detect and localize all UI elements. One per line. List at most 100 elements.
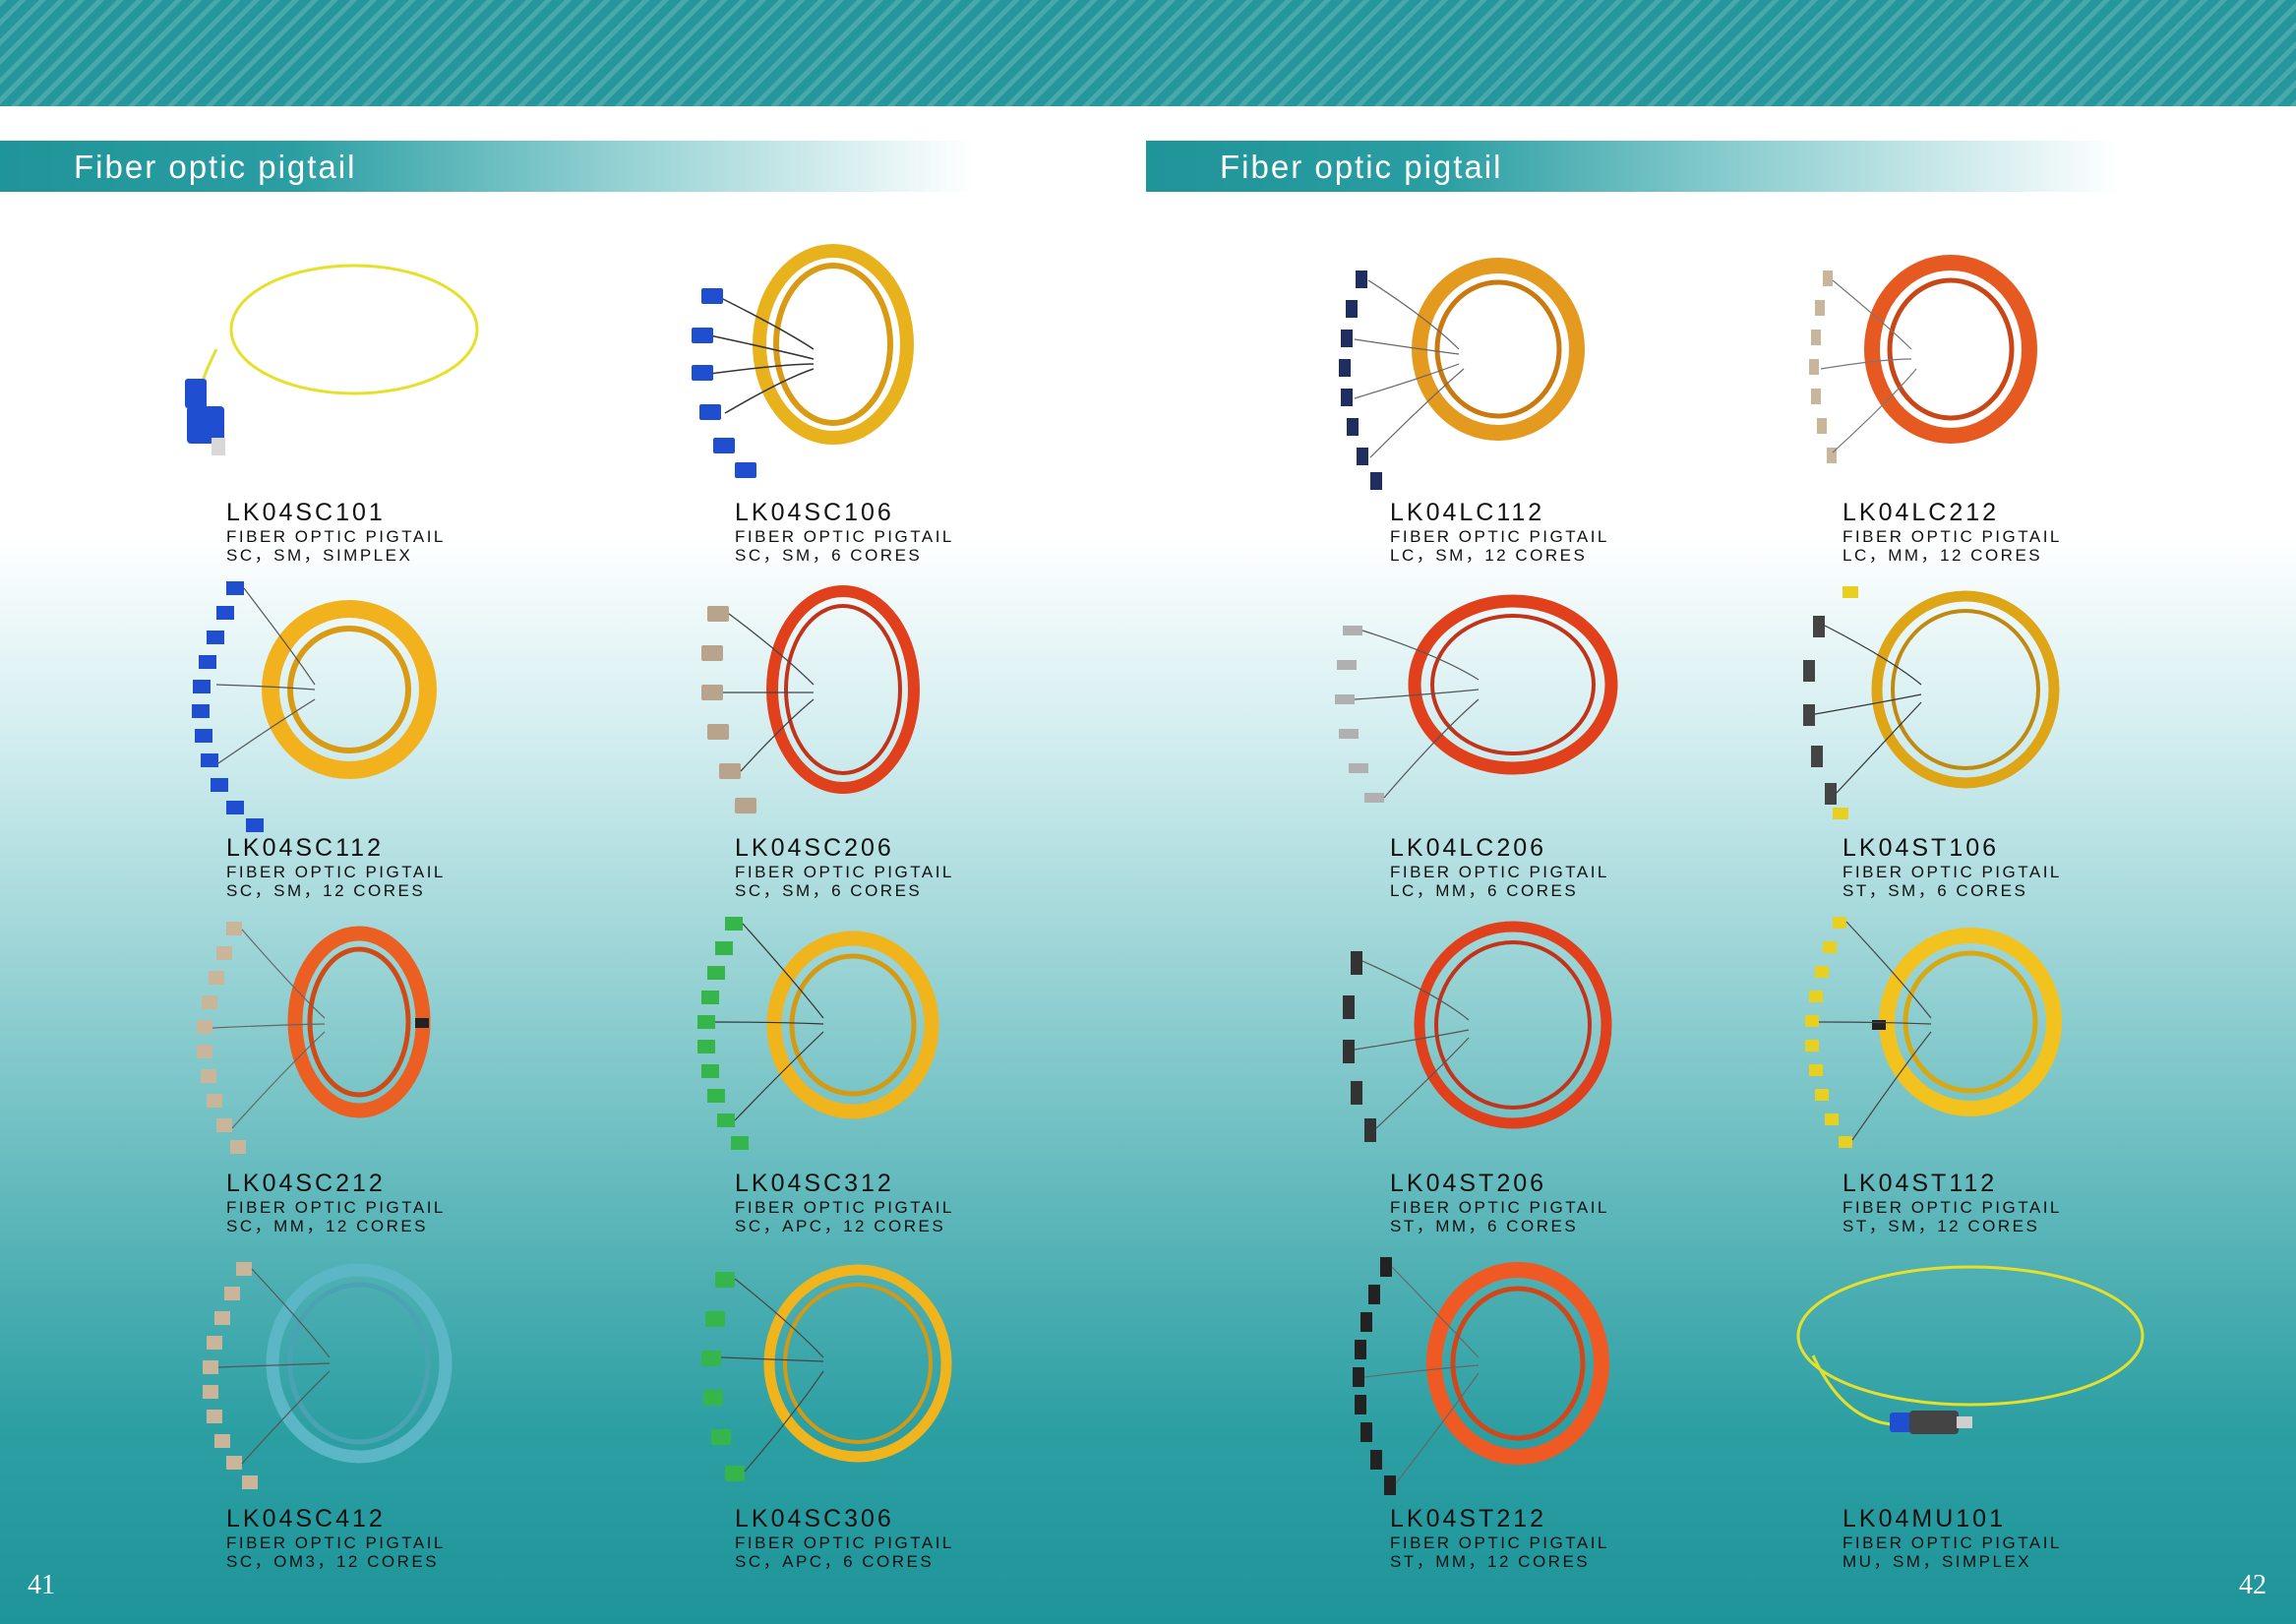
pigtail-mu-simplex-image bbox=[1796, 1265, 2145, 1434]
product-card: LK04SC112 FIBER OPTIC PIGTAIL SC，SM，12 C… bbox=[157, 576, 531, 911]
product-spec: SC，SM，6 CORES bbox=[735, 546, 923, 565]
product-card: LK04ST112 FIBER OPTIC PIGTAIL ST，SM，12 C… bbox=[1774, 912, 2147, 1246]
product-description: FIBER OPTIC PIGTAIL SC，SM，12 CORES bbox=[226, 863, 446, 900]
product-spec: SC，APC，12 CORES bbox=[735, 1217, 946, 1235]
product-description: FIBER OPTIC PIGTAIL SC，MM，12 CORES bbox=[226, 1198, 446, 1235]
top-decorative-band bbox=[0, 0, 2296, 106]
product-type: FIBER OPTIC PIGTAIL bbox=[1390, 863, 1609, 881]
product-spec: LC，SM，12 CORES bbox=[1390, 546, 1588, 565]
product-description: FIBER OPTIC PIGTAIL ST，MM，12 CORES bbox=[1390, 1534, 1609, 1571]
pigtail-12core-lc-image bbox=[1339, 258, 1585, 490]
product-card: LK04SC306 FIBER OPTIC PIGTAIL SC，APC，6 C… bbox=[666, 1247, 1040, 1582]
product-card: LK04LC212 FIBER OPTIC PIGTAIL LC，MM，12 C… bbox=[1774, 241, 2147, 575]
product-code: LK04LC212 bbox=[1843, 499, 2000, 526]
product-type: FIBER OPTIC PIGTAIL bbox=[735, 863, 954, 881]
pigtail-12core-om3-image bbox=[203, 1262, 453, 1489]
product-code: LK04ST112 bbox=[1843, 1170, 1998, 1197]
pigtail-6core-image bbox=[692, 244, 914, 478]
product-spec: ST，MM，12 CORES bbox=[1390, 1552, 1591, 1571]
pigtail-simplex-image bbox=[185, 264, 479, 455]
product-card: LK04ST206 FIBER OPTIC PIGTAIL ST，MM，6 CO… bbox=[1321, 912, 1695, 1246]
pigtail-6core-apc-image bbox=[701, 1264, 952, 1481]
product-type: FIBER OPTIC PIGTAIL bbox=[1390, 527, 1609, 546]
section-header-left: Fiber optic pigtail bbox=[0, 141, 974, 192]
product-type: FIBER OPTIC PIGTAIL bbox=[735, 1534, 954, 1552]
product-card: LK04LC112 FIBER OPTIC PIGTAIL LC，SM，12 C… bbox=[1321, 241, 1695, 575]
page-number-right: 42 bbox=[2239, 1570, 2266, 1600]
product-description: FIBER OPTIC PIGTAIL ST，SM，12 CORES bbox=[1843, 1198, 2062, 1235]
pigtail-12core-st-mm-image bbox=[1353, 1257, 1609, 1495]
product-description: FIBER OPTIC PIGTAIL LC，MM，12 CORES bbox=[1843, 527, 2062, 565]
product-spec: SC，APC，6 CORES bbox=[735, 1552, 935, 1571]
product-type: FIBER OPTIC PIGTAIL bbox=[1843, 1198, 2062, 1217]
product-description: FIBER OPTIC PIGTAIL MU，SM，SIMPLEX bbox=[1843, 1534, 2062, 1571]
product-spec: LC，MM，12 CORES bbox=[1843, 546, 2043, 565]
pigtail-6core-st-image bbox=[1803, 586, 2060, 819]
product-description: FIBER OPTIC PIGTAIL LC，MM，6 CORES bbox=[1390, 863, 1609, 900]
page-number-left: 41 bbox=[28, 1570, 55, 1600]
product-spec: ST，MM，6 CORES bbox=[1390, 1217, 1579, 1235]
pigtail-12core-sc-image bbox=[192, 581, 437, 832]
product-card: LK04ST212 FIBER OPTIC PIGTAIL ST，MM，12 C… bbox=[1321, 1247, 1695, 1582]
pigtail-12core-lc-mm-image bbox=[1809, 255, 2037, 463]
pigtail-6core-mm-image bbox=[701, 585, 920, 813]
product-card: LK04SC106 FIBER OPTIC PIGTAIL SC，SM，6 CO… bbox=[666, 241, 1040, 575]
product-type: FIBER OPTIC PIGTAIL bbox=[735, 527, 954, 546]
product-type: FIBER OPTIC PIGTAIL bbox=[226, 1198, 446, 1217]
product-type: FIBER OPTIC PIGTAIL bbox=[1390, 1534, 1609, 1552]
product-card: LK04SC312 FIBER OPTIC PIGTAIL SC，APC，12 … bbox=[666, 912, 1040, 1246]
product-spec: SC，MM，12 CORES bbox=[226, 1217, 429, 1235]
pigtail-12core-sc-mm-image bbox=[197, 922, 431, 1154]
product-type: FIBER OPTIC PIGTAIL bbox=[226, 1534, 446, 1552]
product-code: LK04SC106 bbox=[735, 499, 894, 526]
product-card: LK04SC412 FIBER OPTIC PIGTAIL SC，OM3，12 … bbox=[157, 1247, 531, 1582]
section-title-right: Fiber optic pigtail bbox=[1220, 149, 1503, 185]
product-card: LK04ST106 FIBER OPTIC PIGTAIL ST，SM，6 CO… bbox=[1774, 576, 2147, 911]
product-description: FIBER OPTIC PIGTAIL SC，OM3，12 CORES bbox=[226, 1534, 446, 1571]
product-type: FIBER OPTIC PIGTAIL bbox=[226, 863, 446, 881]
product-type: FIBER OPTIC PIGTAIL bbox=[1843, 1534, 2062, 1552]
product-card: LK04SC206 FIBER OPTIC PIGTAIL SC，SM，6 CO… bbox=[666, 576, 1040, 911]
product-spec: MU，SM，SIMPLEX bbox=[1843, 1552, 2032, 1571]
product-description: FIBER OPTIC PIGTAIL ST，SM，6 CORES bbox=[1843, 863, 2062, 900]
pigtail-6core-lc-image bbox=[1335, 594, 1618, 803]
product-code: LK04MU101 bbox=[1843, 1505, 2006, 1533]
section-header-right: Fiber optic pigtail bbox=[1146, 141, 2120, 192]
product-code: LK04SC212 bbox=[226, 1170, 386, 1197]
product-code: LK04ST206 bbox=[1390, 1170, 1547, 1197]
product-spec: ST，SM，6 CORES bbox=[1843, 881, 2028, 900]
product-description: FIBER OPTIC PIGTAIL SC，APC，6 CORES bbox=[735, 1534, 954, 1571]
product-type: FIBER OPTIC PIGTAIL bbox=[735, 1198, 954, 1217]
pigtail-12core-st-image bbox=[1805, 917, 2062, 1148]
product-type: FIBER OPTIC PIGTAIL bbox=[1390, 1198, 1609, 1217]
product-code: LK04SC412 bbox=[226, 1505, 386, 1533]
product-type: FIBER OPTIC PIGTAIL bbox=[1843, 527, 2062, 546]
product-card: LK04LC206 FIBER OPTIC PIGTAIL LC，MM，6 CO… bbox=[1321, 576, 1695, 911]
product-code: LK04ST212 bbox=[1390, 1505, 1547, 1533]
product-card: LK04MU101 FIBER OPTIC PIGTAIL MU，SM，SIMP… bbox=[1774, 1247, 2147, 1582]
product-spec: SC，SM，SIMPLEX bbox=[226, 546, 413, 565]
product-spec: ST，SM，12 CORES bbox=[1843, 1217, 2040, 1235]
product-card: LK04SC101 FIBER OPTIC PIGTAIL SC，SM，SIMP… bbox=[157, 241, 531, 575]
product-description: FIBER OPTIC PIGTAIL LC，SM，12 CORES bbox=[1390, 527, 1609, 565]
product-code: LK04SC206 bbox=[735, 834, 894, 862]
pigtail-12core-apc-image bbox=[697, 917, 939, 1150]
product-spec: SC，SM，6 CORES bbox=[735, 881, 923, 900]
product-description: FIBER OPTIC PIGTAIL SC，SM，SIMPLEX bbox=[226, 527, 446, 565]
product-description: FIBER OPTIC PIGTAIL SC，SM，6 CORES bbox=[735, 527, 954, 565]
product-code: LK04SC112 bbox=[226, 834, 384, 862]
product-type: FIBER OPTIC PIGTAIL bbox=[226, 527, 446, 546]
product-code: LK04LC112 bbox=[1390, 499, 1545, 526]
product-spec: SC，SM，12 CORES bbox=[226, 881, 426, 900]
product-code: LK04ST106 bbox=[1843, 834, 2000, 862]
product-code: LK04SC306 bbox=[735, 1505, 894, 1533]
product-code: LK04SC101 bbox=[226, 499, 386, 526]
pigtail-6core-st-mm-image bbox=[1343, 921, 1612, 1142]
product-code: LK04LC206 bbox=[1390, 834, 1547, 862]
product-spec: SC，OM3，12 CORES bbox=[226, 1552, 440, 1571]
product-type: FIBER OPTIC PIGTAIL bbox=[1843, 863, 2062, 881]
section-title-left: Fiber optic pigtail bbox=[74, 149, 357, 185]
product-spec: LC，MM，6 CORES bbox=[1390, 881, 1579, 900]
product-card: LK04SC212 FIBER OPTIC PIGTAIL SC，MM，12 C… bbox=[157, 912, 531, 1246]
product-description: FIBER OPTIC PIGTAIL SC，APC，12 CORES bbox=[735, 1198, 954, 1235]
